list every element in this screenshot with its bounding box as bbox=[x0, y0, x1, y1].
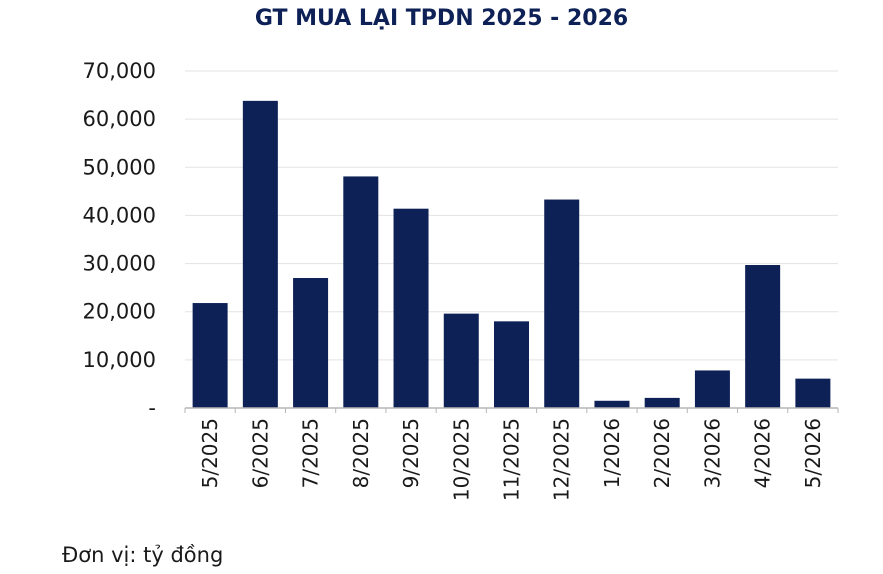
y-tick-label: 50,000 bbox=[83, 155, 156, 179]
bar-5-2026 bbox=[795, 378, 831, 408]
bar-10-2025 bbox=[443, 313, 479, 408]
bar-5-2025 bbox=[192, 303, 228, 408]
gridlines bbox=[185, 70, 838, 361]
bar-11-2025 bbox=[494, 321, 529, 408]
bar-1-2026 bbox=[594, 400, 630, 408]
x-tick-label: 10/2025 bbox=[449, 418, 473, 501]
x-tick-label: 6/2025 bbox=[248, 418, 272, 488]
y-tick-label: 40,000 bbox=[83, 203, 156, 227]
y-tick-label: 30,000 bbox=[83, 252, 156, 276]
x-tick-label: 9/2025 bbox=[399, 418, 423, 488]
y-tick-label: - bbox=[148, 396, 156, 420]
unit-note: Đơn vị: tỷ đồng bbox=[62, 543, 224, 567]
bars bbox=[192, 100, 831, 408]
bar-2-2026 bbox=[644, 397, 680, 408]
x-tick-label: 2/2026 bbox=[650, 418, 674, 488]
bar-3-2026 bbox=[694, 370, 730, 408]
y-tick-label: 60,000 bbox=[83, 107, 156, 131]
bar-6-2025 bbox=[242, 100, 278, 408]
x-tick-label: 5/2026 bbox=[801, 418, 825, 488]
x-tick-labels: 5/2025 6/2025 7/2025 8/2025 9/2025 10/2025 11/… bbox=[198, 418, 825, 501]
y-tick-label: 70,000 bbox=[83, 59, 156, 83]
bar-12-2025 bbox=[544, 199, 580, 408]
bar-8-2025 bbox=[343, 176, 379, 408]
y-tick-label: 20,000 bbox=[83, 300, 156, 324]
x-tick-label: 11/2025 bbox=[500, 418, 524, 501]
bar-7-2025 bbox=[293, 278, 329, 408]
axes bbox=[184, 407, 839, 413]
x-tick-label: 12/2025 bbox=[550, 418, 574, 501]
x-tick-label: 7/2025 bbox=[299, 418, 323, 488]
bar-4-2026 bbox=[745, 265, 781, 408]
y-tick-label: 10,000 bbox=[83, 348, 156, 372]
chart-title: GT MUA LẠI TPDN 2025 - 2026 bbox=[254, 6, 629, 31]
x-tick-label: 8/2025 bbox=[349, 418, 373, 488]
y-tick-labels: - 10,000 20,000 30,000 40,000 50,000 60,000 70,… bbox=[83, 59, 156, 420]
bar-9-2025 bbox=[393, 208, 429, 408]
x-tick-label: 4/2026 bbox=[751, 418, 775, 488]
x-tick-label: 1/2026 bbox=[600, 418, 624, 488]
x-tick-label: 3/2026 bbox=[700, 418, 724, 488]
x-tick-label: 5/2025 bbox=[198, 418, 222, 488]
